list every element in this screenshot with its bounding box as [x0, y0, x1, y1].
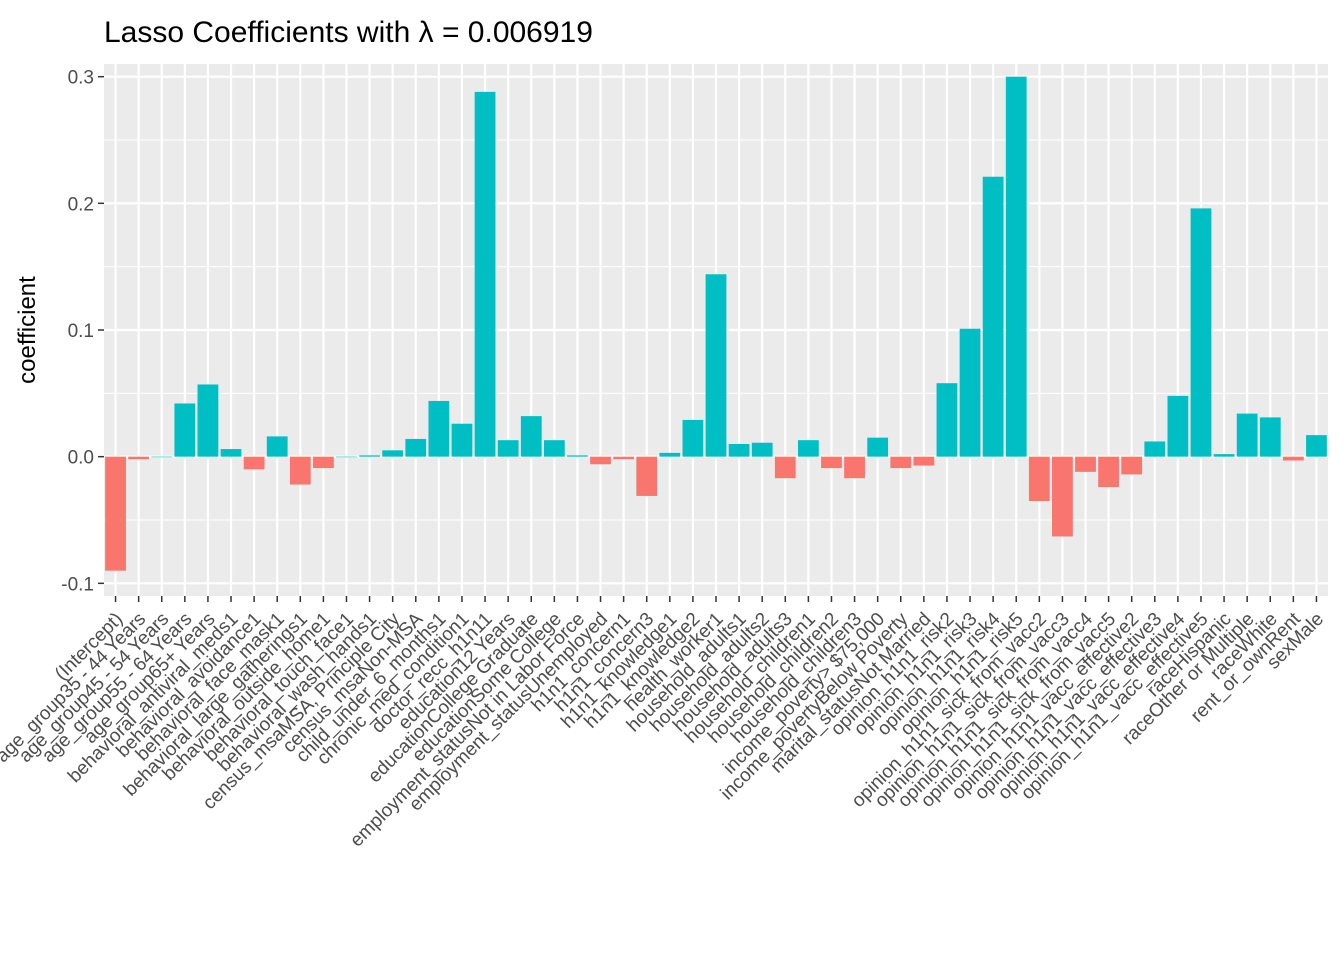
- bar-14: [428, 400, 450, 457]
- chart-title: Lasso Coefficients with λ = 0.006919: [104, 16, 593, 49]
- bar-43: [1098, 456, 1119, 488]
- bar-52: [1306, 435, 1327, 457]
- grid-lines: [104, 64, 1328, 596]
- bar-50: [1259, 417, 1281, 457]
- bar-6: [243, 456, 265, 470]
- bar-9: [313, 456, 334, 469]
- y-tick-label: 0.1: [68, 321, 94, 342]
- bar-7: [266, 436, 288, 457]
- bar-19: [543, 440, 565, 457]
- bar-12: [382, 450, 404, 457]
- y-tick-label: 0.2: [68, 194, 94, 215]
- bar-26: [705, 274, 727, 457]
- bar-13: [405, 438, 427, 457]
- y-tick-label: 0.0: [68, 448, 94, 469]
- bar-22: [613, 456, 635, 460]
- bar-28: [751, 442, 773, 457]
- bar-51: [1282, 456, 1304, 461]
- bar-47: [1190, 208, 1212, 457]
- bar-15: [451, 423, 473, 457]
- bar-25: [682, 419, 704, 457]
- y-tick-label: 0.3: [68, 68, 94, 89]
- bar-5: [220, 449, 242, 457]
- bar-39: [1005, 76, 1027, 457]
- bar-34: [890, 456, 912, 469]
- bar-3: [174, 403, 196, 457]
- bar-35: [913, 456, 935, 466]
- bar-33: [867, 437, 889, 457]
- bar-48: [1213, 454, 1235, 457]
- bar-29: [774, 456, 796, 479]
- bar-45: [1144, 441, 1166, 457]
- bars: [105, 76, 1327, 571]
- bar-8: [289, 456, 311, 485]
- bar-46: [1167, 395, 1189, 457]
- bar-27: [728, 444, 750, 457]
- bar-42: [1075, 456, 1096, 472]
- bar-41: [1052, 456, 1073, 537]
- bar-24: [659, 452, 681, 457]
- bar-44: [1121, 456, 1143, 475]
- y-tick-label: -0.1: [61, 574, 94, 595]
- bar-2: [151, 456, 173, 458]
- bar-40: [1028, 456, 1050, 501]
- bar-37: [959, 328, 981, 457]
- y-axis-label: coefficient: [14, 276, 41, 384]
- axes: -0.10.00.10.20.3(Intercept)age_group35 -…: [0, 68, 1328, 852]
- bar-0: [105, 456, 126, 571]
- bar-17: [497, 440, 519, 457]
- bar-4: [197, 384, 219, 457]
- bar-32: [844, 456, 865, 479]
- bar-11: [359, 455, 380, 457]
- bar-30: [797, 440, 819, 457]
- bar-49: [1236, 413, 1258, 457]
- bar-16: [474, 91, 496, 457]
- bar-31: [821, 456, 842, 469]
- bar-21: [590, 456, 611, 465]
- bar-18: [520, 416, 542, 457]
- bar-1: [128, 456, 150, 460]
- bar-20: [567, 455, 588, 457]
- bar-23: [636, 456, 658, 496]
- bar-38: [982, 176, 1004, 457]
- bar-10: [336, 456, 357, 458]
- bar-36: [936, 383, 958, 457]
